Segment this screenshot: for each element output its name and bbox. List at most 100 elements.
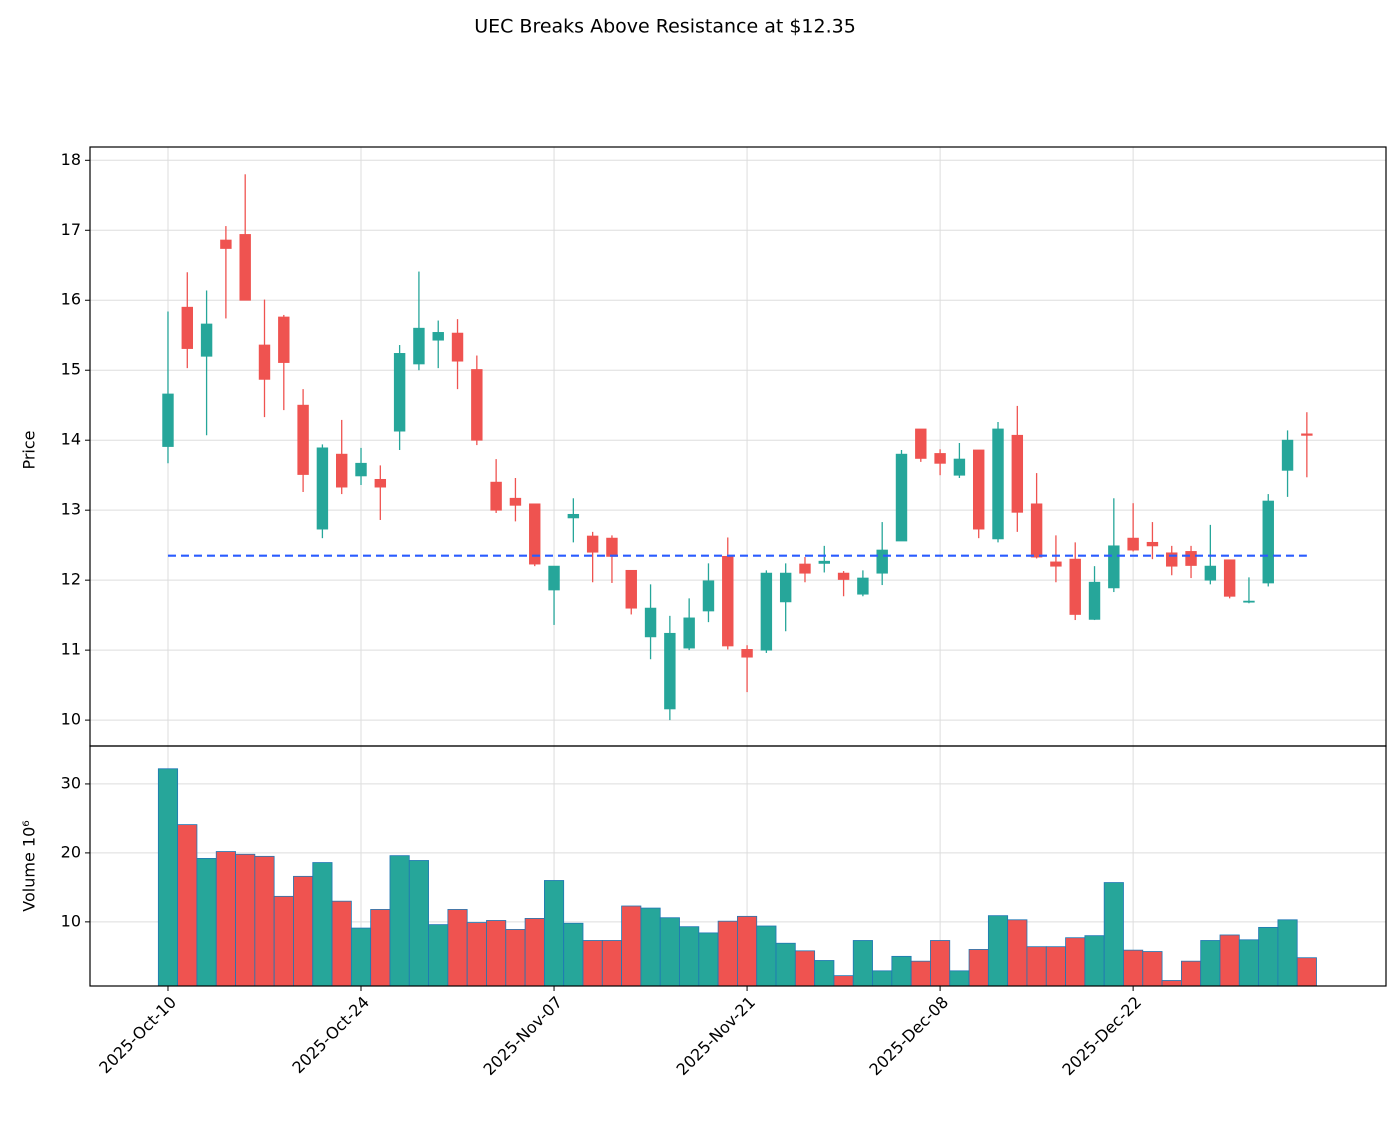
volume-bar [1142,951,1163,987]
volume-bar [1277,919,1298,987]
volume-bar [1103,882,1124,987]
candle-body [1146,541,1159,547]
candle-body [992,428,1004,540]
volume-bar [756,925,777,987]
volume-bar [370,909,391,987]
candle-body [1204,565,1217,581]
candle-body [799,563,811,574]
volume-bar [930,940,951,987]
candle-body [258,344,271,380]
y-axis-label: Price [20,430,39,469]
volume-bar [910,960,931,987]
volume-bar [215,851,236,987]
volume-bar [621,905,642,987]
y-tick-label: 11 [61,640,81,659]
volume-bar [428,924,449,987]
candle-body [1108,545,1120,589]
volume-bar [987,915,1009,987]
volume-bar [1045,946,1066,987]
y-tick-label: 15 [61,360,81,379]
volume-bar [1238,939,1260,987]
candle-body [915,428,927,459]
volume-bar [235,853,256,987]
candle-body [181,306,193,349]
volume-bar [833,975,854,987]
volume-bar [543,880,565,987]
candle-body [490,481,502,511]
candle-body [818,560,830,564]
price-frame [89,146,1387,747]
volume-bar [177,824,198,987]
volume-bar [331,900,352,987]
candle-body [1262,500,1274,584]
volume-bar [1219,934,1240,987]
candle-body [393,353,406,432]
volume-bar [486,920,507,987]
candle-body [1088,581,1101,620]
candle-body [355,462,367,477]
volume-bar [582,940,603,987]
chart-title: UEC Breaks Above Resistance at $12.35 [474,16,856,38]
candle-body [471,369,483,441]
volume-bar [601,940,623,987]
volume-bar [466,922,487,987]
x-tick-label: 2025-Nov-21 [673,993,760,1080]
volume-frame [89,745,1387,987]
volume-bar [505,929,526,987]
candle-body [1243,600,1255,603]
volume-bar [717,920,738,987]
candle-body [1030,503,1043,558]
candle-body [876,549,888,574]
candle-body [1011,434,1024,513]
volume-bar [968,949,989,987]
volume-bar [254,855,275,987]
candle-body [413,327,425,365]
candle-body [509,497,522,506]
candle-body [336,453,348,488]
candle-body [529,503,541,565]
y-tick-label: 10 [61,710,81,729]
candle-body [548,565,560,591]
volume-bar [389,855,410,987]
volume-bar [196,858,217,987]
volume-bar [1161,980,1182,987]
candle-body [702,580,715,612]
candle-body [606,537,618,557]
volume-bar [949,970,970,987]
candle-body [1069,558,1081,615]
volume-bar [640,907,661,987]
volume-bar [852,940,873,987]
volume-bar [891,955,912,987]
candle-body [1185,551,1197,566]
x-tick-label: 2025-Oct-24 [288,993,373,1078]
volume-bar [1258,926,1279,987]
volume-bar [1200,940,1221,987]
candle-body [953,458,966,476]
candle-body [374,478,387,488]
candle-body [895,453,908,542]
candle-body [972,449,985,530]
volume-bar [737,915,758,987]
volume-bar [872,970,893,987]
candle-body [934,453,946,464]
volume-bar [1007,919,1028,987]
candle-body [200,323,213,357]
candle-body [297,404,309,475]
candle-body [316,447,329,530]
y-tick-label: 16 [61,290,81,309]
volume-bar [350,927,372,987]
volume-bar [408,860,429,987]
x-tick-label: 2025-Oct-10 [95,993,180,1078]
volume-bar [273,895,294,987]
y-tick-label: 12 [61,570,81,589]
y-tick-label: 30 [61,773,81,792]
volume-bar [1026,946,1047,987]
volume-bar [1065,937,1086,987]
candle-body [451,332,464,362]
candle-body [432,332,444,341]
volume-bar [1084,935,1105,987]
candle-body [760,572,773,651]
candle-body [1050,561,1062,567]
volume-bar [1180,960,1202,987]
